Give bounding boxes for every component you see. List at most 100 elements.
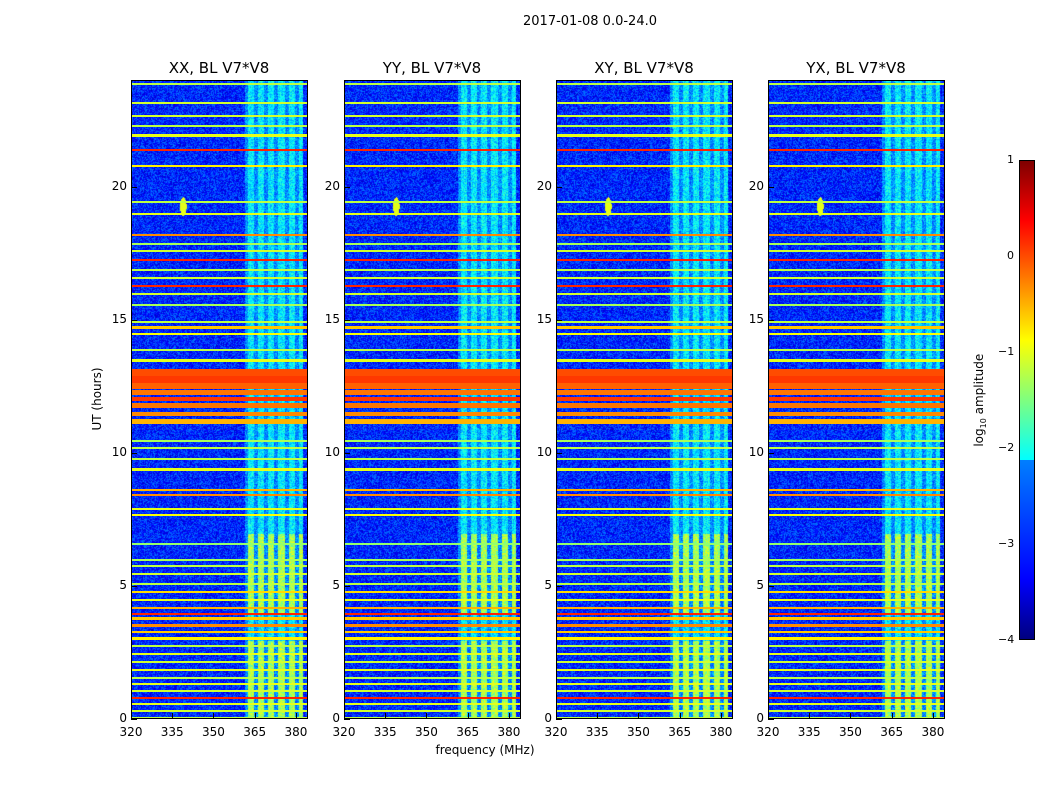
rfi-band <box>557 668 732 671</box>
y-tick-label: 20 <box>111 178 127 193</box>
rfi-band <box>557 375 732 383</box>
x-tick-mark <box>385 713 387 719</box>
x-tick-mark <box>768 713 769 719</box>
rfi-band <box>132 213 307 216</box>
rfi-band <box>769 644 944 647</box>
rfi-band <box>769 660 944 663</box>
rfi-band <box>132 637 307 641</box>
rfi-band <box>132 660 307 663</box>
rfi-band <box>132 82 307 85</box>
rfi-band <box>132 242 307 245</box>
rfi-band <box>345 303 520 306</box>
rfi-band <box>769 612 944 615</box>
rfi-band <box>557 564 732 567</box>
rfi-band <box>769 652 944 655</box>
y-tick-mark <box>768 585 774 587</box>
rfi-band <box>557 488 732 491</box>
rfi-band <box>769 268 944 272</box>
spectrogram-panel <box>768 80 945 719</box>
y-tick-mark <box>344 585 350 587</box>
colorbar-tick-label: −4 <box>998 633 1015 646</box>
rfi-band <box>132 389 307 396</box>
rfi-band <box>345 292 520 296</box>
x-tick-label: 335 <box>373 725 397 739</box>
rfi-band <box>769 689 944 692</box>
rfi-band <box>132 268 307 272</box>
rfi-band <box>345 375 520 383</box>
rfi-band <box>557 348 732 351</box>
rfi-band <box>557 607 732 610</box>
rfi-band <box>345 359 520 362</box>
rfi-band <box>557 493 732 497</box>
y-tick-mark <box>556 319 562 321</box>
x-tick-label: 350 <box>839 725 862 739</box>
rfi-band <box>557 242 732 245</box>
rfi-band <box>132 717 307 718</box>
rfi-band <box>345 82 520 85</box>
rfi-band <box>769 513 944 517</box>
rfi-band <box>132 403 307 409</box>
rfi-band <box>557 285 732 288</box>
rfi-band <box>769 637 944 641</box>
rfi-band <box>132 134 307 137</box>
y-tick-mark <box>131 186 137 188</box>
rfi-band <box>345 717 520 718</box>
rfi-band <box>769 165 944 168</box>
rfi-band <box>557 101 732 104</box>
rfi-band <box>132 591 307 594</box>
rfi-band <box>132 468 307 472</box>
x-tick-label: 320 <box>332 725 356 739</box>
x-tick-label: 380 <box>921 725 945 739</box>
rfi-band <box>132 369 307 376</box>
rfi-band <box>557 397 732 402</box>
rfi-band <box>132 458 307 461</box>
rfi-band <box>345 623 520 628</box>
rfi-band <box>557 149 732 152</box>
y-tick-label: 10 <box>536 444 552 459</box>
rfi-band <box>345 676 520 679</box>
rfi-band <box>769 397 944 402</box>
rfi-band <box>557 507 732 510</box>
rfi-band <box>769 696 944 699</box>
rfi-band <box>557 543 732 546</box>
rfi-band <box>769 572 944 575</box>
rfi-band <box>557 468 732 472</box>
rfi-band <box>769 213 944 216</box>
panel-title: XX, BL V7*V8 <box>168 59 270 77</box>
y-tick-mark <box>556 452 562 454</box>
rfi-band <box>132 689 307 692</box>
x-tick-label: 365 <box>243 725 267 739</box>
rfi-band <box>557 125 732 128</box>
rfi-band <box>557 717 732 718</box>
x-tick-label: 350 <box>415 725 438 739</box>
rfi-band <box>557 703 732 706</box>
rfi-band <box>345 559 520 562</box>
rfi-band <box>132 165 307 168</box>
rfi-band <box>132 277 307 280</box>
rfi-band <box>345 709 520 712</box>
rfi-band <box>557 572 732 575</box>
x-tick-mark <box>850 713 852 719</box>
rfi-band <box>557 447 732 450</box>
rfi-band <box>557 676 732 679</box>
rfi-band <box>769 125 944 128</box>
rfi-band <box>345 325 520 329</box>
x-tick-mark <box>638 713 640 719</box>
x-tick-label: 365 <box>668 725 692 739</box>
rfi-band <box>132 612 307 615</box>
y-axis-label: UT (hours) <box>90 367 104 431</box>
rfi-band <box>132 325 307 329</box>
y-tick-label: 10 <box>324 444 340 459</box>
rfi-band <box>769 303 944 306</box>
rfi-band <box>132 332 307 336</box>
rfi-band <box>132 397 307 402</box>
x-tick-mark <box>508 713 510 719</box>
y-tick-label: 10 <box>748 444 764 459</box>
spectrogram-panel <box>131 80 308 719</box>
y-tick-mark <box>131 319 137 321</box>
y-tick-mark <box>344 186 350 188</box>
rfi-band <box>345 149 520 152</box>
x-tick-mark <box>556 713 557 719</box>
rfi-band <box>345 583 520 586</box>
rfi-band <box>132 149 307 152</box>
